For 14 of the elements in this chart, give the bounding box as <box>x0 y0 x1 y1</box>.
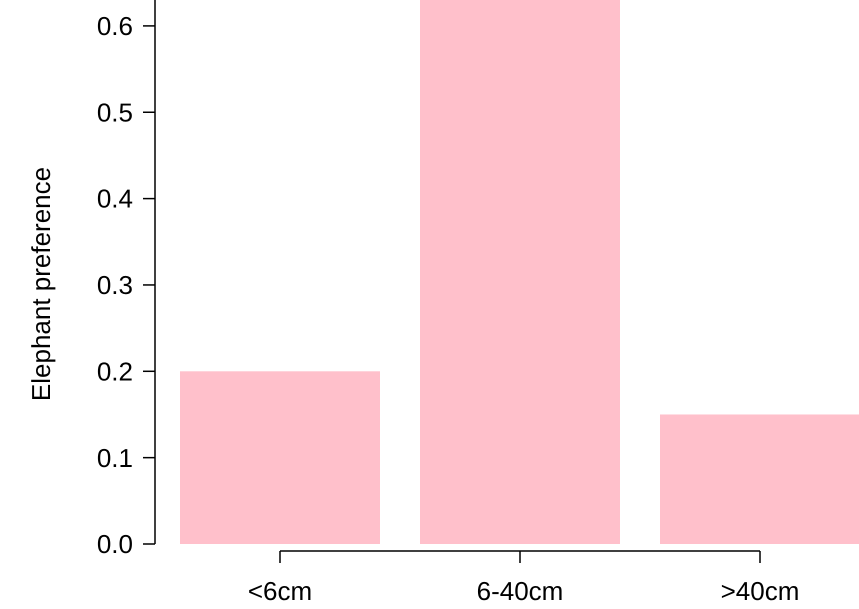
x-tick-label: >40cm <box>720 576 800 606</box>
y-tick-label: 0.0 <box>96 529 133 560</box>
y-tick-label: 0.4 <box>96 184 133 214</box>
x-tick-label: 6-40cm <box>476 576 564 606</box>
y-tick-label: 0.5 <box>96 97 133 128</box>
bar <box>660 414 859 544</box>
y-tick-label: 0.2 <box>96 356 133 386</box>
y-tick-label: 0.6 <box>96 11 133 42</box>
bar <box>420 0 620 544</box>
y-axis-title: Elephant preference <box>26 166 56 402</box>
bar <box>180 371 380 544</box>
x-tick-label: <6cm <box>248 576 312 606</box>
y-tick-label: 0.3 <box>96 270 133 300</box>
y-tick-label: 0.1 <box>96 442 133 473</box>
